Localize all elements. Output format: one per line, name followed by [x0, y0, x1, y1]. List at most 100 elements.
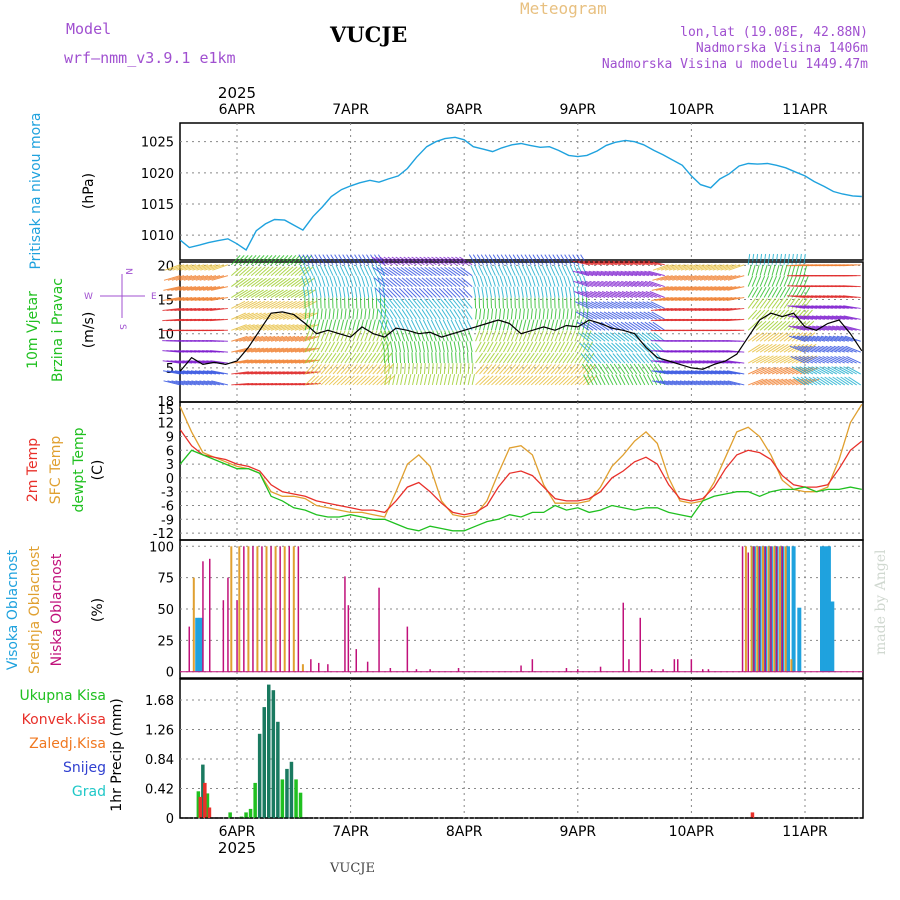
wind-barb — [506, 341, 514, 353]
wind-barb — [835, 315, 853, 320]
wind-barb — [243, 324, 259, 331]
wind-barb — [528, 286, 532, 298]
wind-barb — [243, 335, 260, 342]
wind-barb — [542, 308, 545, 320]
wind-barb — [755, 367, 771, 375]
wind-barb — [546, 364, 556, 375]
wind-barb — [170, 297, 189, 301]
wind-barb — [200, 264, 217, 271]
wind-barb — [714, 297, 733, 301]
wind-barb — [360, 375, 371, 386]
wind-barb — [211, 275, 229, 281]
wind-barb — [357, 275, 362, 287]
wind-barb — [315, 265, 322, 276]
wind-barb — [282, 335, 300, 342]
wind-barb — [554, 319, 559, 331]
wind-barb — [621, 280, 638, 288]
wind-barb — [286, 289, 300, 298]
wind-barb — [502, 330, 508, 342]
wind-barb — [631, 260, 649, 266]
wind-barb — [699, 297, 717, 301]
wind-barb — [324, 308, 327, 320]
wind-barb — [535, 275, 540, 287]
wind-barb — [384, 298, 394, 309]
wind-barb — [634, 342, 646, 353]
wind-barb — [479, 364, 489, 375]
wind-barb — [811, 315, 829, 320]
wind-barb — [322, 254, 330, 265]
wind-barb — [188, 264, 205, 271]
wind-barb — [767, 309, 778, 320]
wind-barb — [628, 321, 642, 331]
wind-barb — [804, 376, 818, 386]
wind-barb — [209, 340, 228, 342]
wind-barb — [599, 374, 606, 386]
wind-barb — [702, 360, 721, 364]
wind-barb — [668, 264, 685, 271]
wind-barb — [572, 254, 580, 265]
wind-barb — [320, 308, 323, 320]
wind-barb — [340, 330, 346, 342]
wind-barb — [628, 270, 645, 277]
wind-barb — [459, 374, 464, 386]
wind-barb — [605, 280, 622, 288]
wind-barb — [174, 370, 193, 375]
wind-barb — [514, 308, 517, 320]
wind-barb — [179, 275, 197, 281]
wind-barb — [775, 367, 791, 375]
wind-barb — [235, 359, 253, 364]
wind-barb — [643, 311, 658, 320]
wind-barb — [490, 265, 496, 276]
wind-barb — [404, 363, 406, 375]
wind-barb — [842, 355, 857, 364]
wind-barb — [722, 297, 741, 301]
wind-barb — [442, 287, 453, 298]
wind-barb — [639, 311, 654, 320]
wind-barb — [366, 254, 374, 265]
wind-barb — [486, 308, 490, 320]
temp2m-line — [179, 429, 863, 516]
wind-barb — [667, 286, 685, 291]
wind-barb — [503, 275, 508, 287]
wind-barb — [727, 275, 745, 281]
wind-barb — [425, 341, 429, 353]
wind-barb — [409, 277, 421, 287]
wind-barb — [308, 364, 318, 375]
wind-barb — [719, 275, 737, 281]
wind-barb — [759, 287, 767, 298]
wind-barb — [787, 305, 806, 309]
wind-barb — [823, 315, 841, 320]
wind-barb — [560, 286, 564, 298]
wind-barb — [381, 309, 390, 320]
wind-barb — [282, 312, 298, 320]
wind-barb — [795, 305, 814, 309]
wind-barb — [652, 264, 669, 271]
wind-barb — [359, 265, 366, 276]
wind-barb — [262, 324, 279, 331]
wind-barb — [294, 335, 312, 342]
wind-barb — [242, 289, 257, 298]
wind-barb — [531, 275, 536, 287]
wind-barb — [530, 330, 536, 342]
wind-barb — [308, 319, 313, 331]
wind-barb — [304, 352, 313, 364]
wind-barb — [806, 355, 822, 364]
wind-barb — [546, 375, 558, 386]
wind-barb — [767, 378, 784, 386]
wind-barb — [636, 270, 653, 277]
wind-barb — [554, 341, 562, 353]
wind-barb — [301, 275, 306, 287]
wind-barb — [451, 298, 461, 309]
wind-barb — [671, 297, 689, 301]
wind-barb — [247, 347, 265, 353]
precip-bar — [239, 816, 244, 818]
wind-barb — [686, 360, 705, 364]
cloud-bar — [261, 546, 263, 672]
wind-barb — [243, 347, 261, 353]
wind-barb — [642, 374, 650, 386]
wind-barb — [823, 366, 838, 375]
wind-barb — [518, 375, 530, 386]
wind-barb — [575, 275, 580, 287]
wind-barb — [674, 360, 693, 364]
wind-barb — [231, 300, 246, 309]
